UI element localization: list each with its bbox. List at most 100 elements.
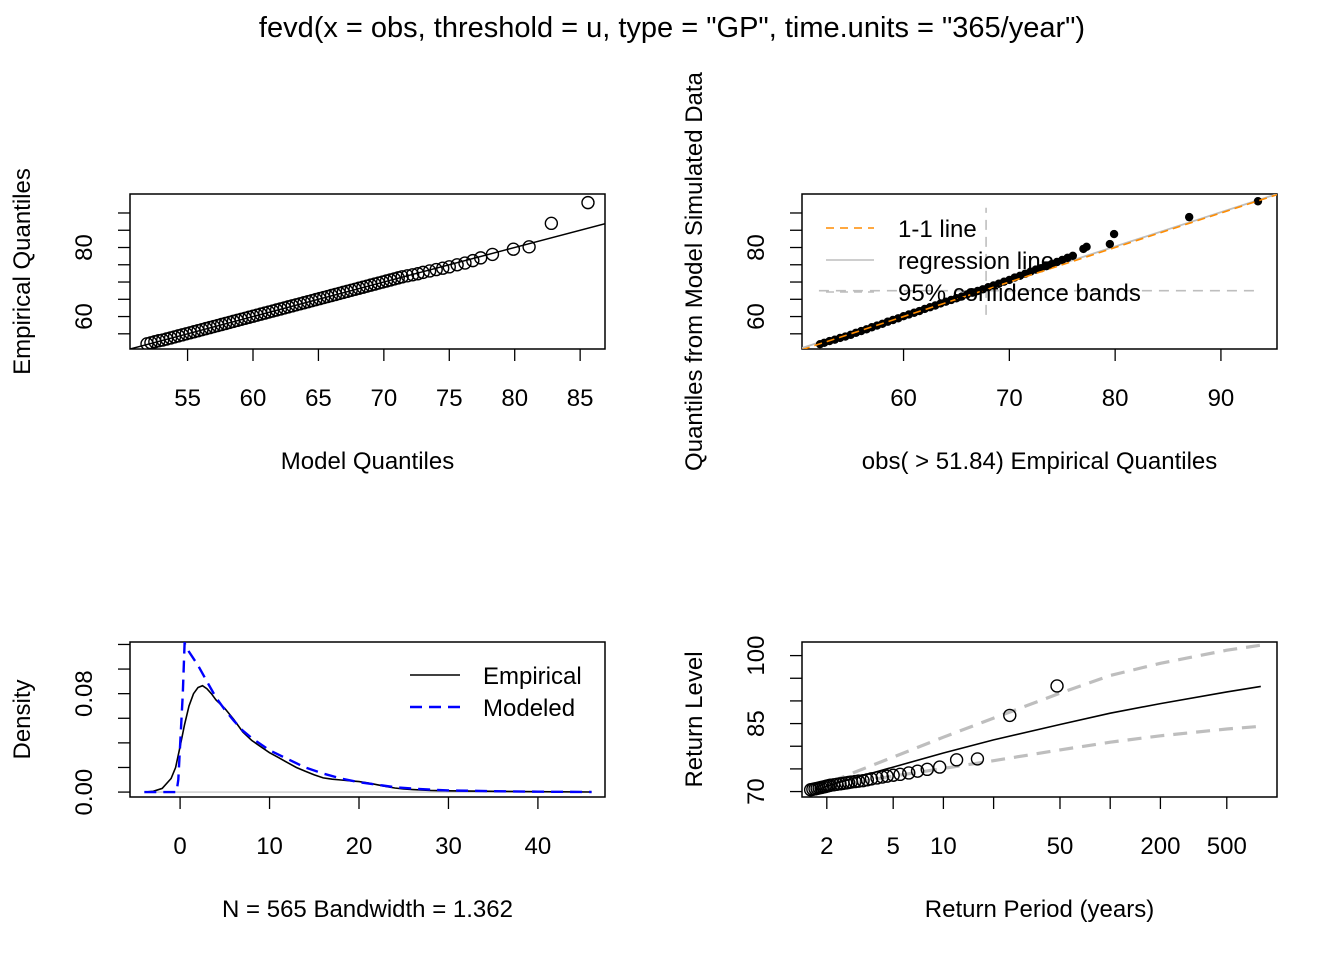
y-axis-label: Empirical Quantiles	[9, 168, 36, 375]
data-point	[1003, 708, 1017, 723]
data-point	[902, 766, 916, 780]
one-to-one-line	[802, 194, 1277, 349]
simulated-qq-panel: 60 70 80 90 60 80 obs( > 51.84) Empirical Quan…	[681, 71, 1278, 475]
data-point	[932, 760, 947, 774]
data-point	[970, 752, 985, 766]
data-point	[870, 771, 884, 785]
one-to-one-line	[130, 222, 605, 349]
y-tick-label: 0.00	[71, 769, 98, 816]
data-point	[436, 261, 450, 275]
plot-frame	[129, 641, 606, 798]
data-point	[920, 762, 934, 777]
x-tick-label: 70	[371, 385, 398, 412]
data-point	[405, 268, 420, 282]
y-tick-label: 70	[743, 778, 770, 805]
legend-label: 95% confidence bands	[898, 280, 1141, 307]
legend-label: 1-1 line	[898, 216, 977, 243]
data-point	[1068, 251, 1078, 260]
x-tick-label: 70	[996, 385, 1023, 412]
data-point	[1184, 212, 1194, 222]
data-point	[429, 262, 443, 277]
x-tick-label: 20	[346, 833, 373, 860]
plot-area	[130, 195, 605, 349]
data-point	[466, 253, 480, 268]
data-point	[893, 767, 907, 782]
main-title: fevd(x = obs, threshold = u, type = "GP"…	[258, 12, 1086, 44]
x-tick-label: 90	[1208, 385, 1235, 412]
y-tick-label: 0.08	[71, 670, 98, 717]
plot-frame	[129, 193, 606, 350]
x-tick-label: 200	[1140, 833, 1180, 860]
data-point	[442, 260, 456, 274]
data-point	[851, 774, 866, 788]
data-point	[1082, 242, 1091, 252]
data-point	[400, 269, 415, 283]
x-axis-label: Return Period (years)	[925, 896, 1154, 923]
data-point	[522, 240, 536, 254]
data-point	[1109, 229, 1119, 239]
confidence-band-line	[810, 724, 1261, 797]
legend-label: Empirical	[483, 663, 582, 690]
y-tick-label: 85	[743, 710, 770, 737]
x-tick-label: 10	[930, 833, 957, 860]
y-tick-label: 80	[743, 234, 770, 261]
data-point	[949, 753, 964, 767]
data-point	[544, 216, 559, 231]
data-point	[1105, 239, 1115, 249]
plot-frame	[801, 193, 1278, 350]
legend: Empirical Modeled	[410, 663, 582, 722]
x-tick-label: 75	[436, 385, 463, 412]
x-tick-label: 500	[1207, 833, 1247, 860]
plot-area	[802, 194, 1277, 349]
density-panel: 0 10 20 30 40 0.00 0.08 N = 565 Bandwidth = 1.3…	[9, 641, 606, 923]
data-point	[395, 270, 409, 284]
x-tick-label: 30	[435, 833, 462, 860]
x-tick-label: 50	[1047, 833, 1074, 860]
y-tick-label: 60	[71, 303, 98, 330]
y-axis-label: Density	[9, 679, 36, 759]
data-point	[864, 772, 879, 786]
x-tick-label: 60	[890, 385, 917, 412]
data-point	[473, 251, 488, 265]
y-axis-label: Quantiles from Model Simulated Data	[681, 71, 708, 471]
y-axis-label: Return Level	[681, 651, 708, 787]
qq-plot-panel: 55 60 65 70 75 80 85 60 80 Model Quantiles Empiric…	[9, 168, 606, 475]
modeled-density-line	[144, 642, 592, 794]
x-tick-label: 80	[501, 385, 528, 412]
data-point	[416, 265, 430, 280]
data-point	[1253, 197, 1263, 206]
plot-area	[144, 642, 592, 794]
x-tick-label: 0	[173, 833, 186, 860]
x-axis-label: obs( > 51.84) Empirical Quantiles	[862, 448, 1218, 475]
data-point	[458, 256, 472, 270]
x-tick-label: 55	[174, 385, 201, 412]
legend: 1-1 line regression line 95% confidence ba…	[826, 216, 1141, 307]
data-point	[485, 247, 500, 262]
data-point	[581, 195, 595, 210]
data-point	[1050, 679, 1064, 693]
empirical-density-line	[145, 684, 592, 793]
data-point	[506, 242, 521, 256]
data-point	[910, 764, 925, 778]
y-tick-label: 100	[743, 636, 770, 676]
data-point	[450, 258, 464, 272]
y-tick-label: 80	[71, 234, 98, 261]
x-tick-label: 80	[1102, 385, 1129, 412]
x-tick-label: 40	[525, 833, 552, 860]
confidence-band-line	[809, 643, 1262, 793]
y-tick-label: 60	[743, 303, 770, 330]
x-tick-label: 65	[305, 385, 332, 412]
legend-label: regression line	[898, 248, 1054, 275]
return-level-panel: 2 5 10 50 200 500 70 85 100 Return Period (years)…	[681, 636, 1278, 923]
legend-label: Modeled	[483, 695, 575, 722]
x-axis-label: Model Quantiles	[281, 448, 454, 475]
x-tick-label: 5	[887, 833, 900, 860]
data-point	[875, 770, 889, 784]
x-axis-label: N = 565 Bandwidth = 1.362	[222, 896, 513, 923]
plot-area	[803, 643, 1262, 797]
return-level-line	[810, 685, 1261, 794]
x-tick-label: 60	[240, 385, 267, 412]
x-tick-label: 2	[820, 833, 833, 860]
x-tick-label: 85	[567, 385, 594, 412]
